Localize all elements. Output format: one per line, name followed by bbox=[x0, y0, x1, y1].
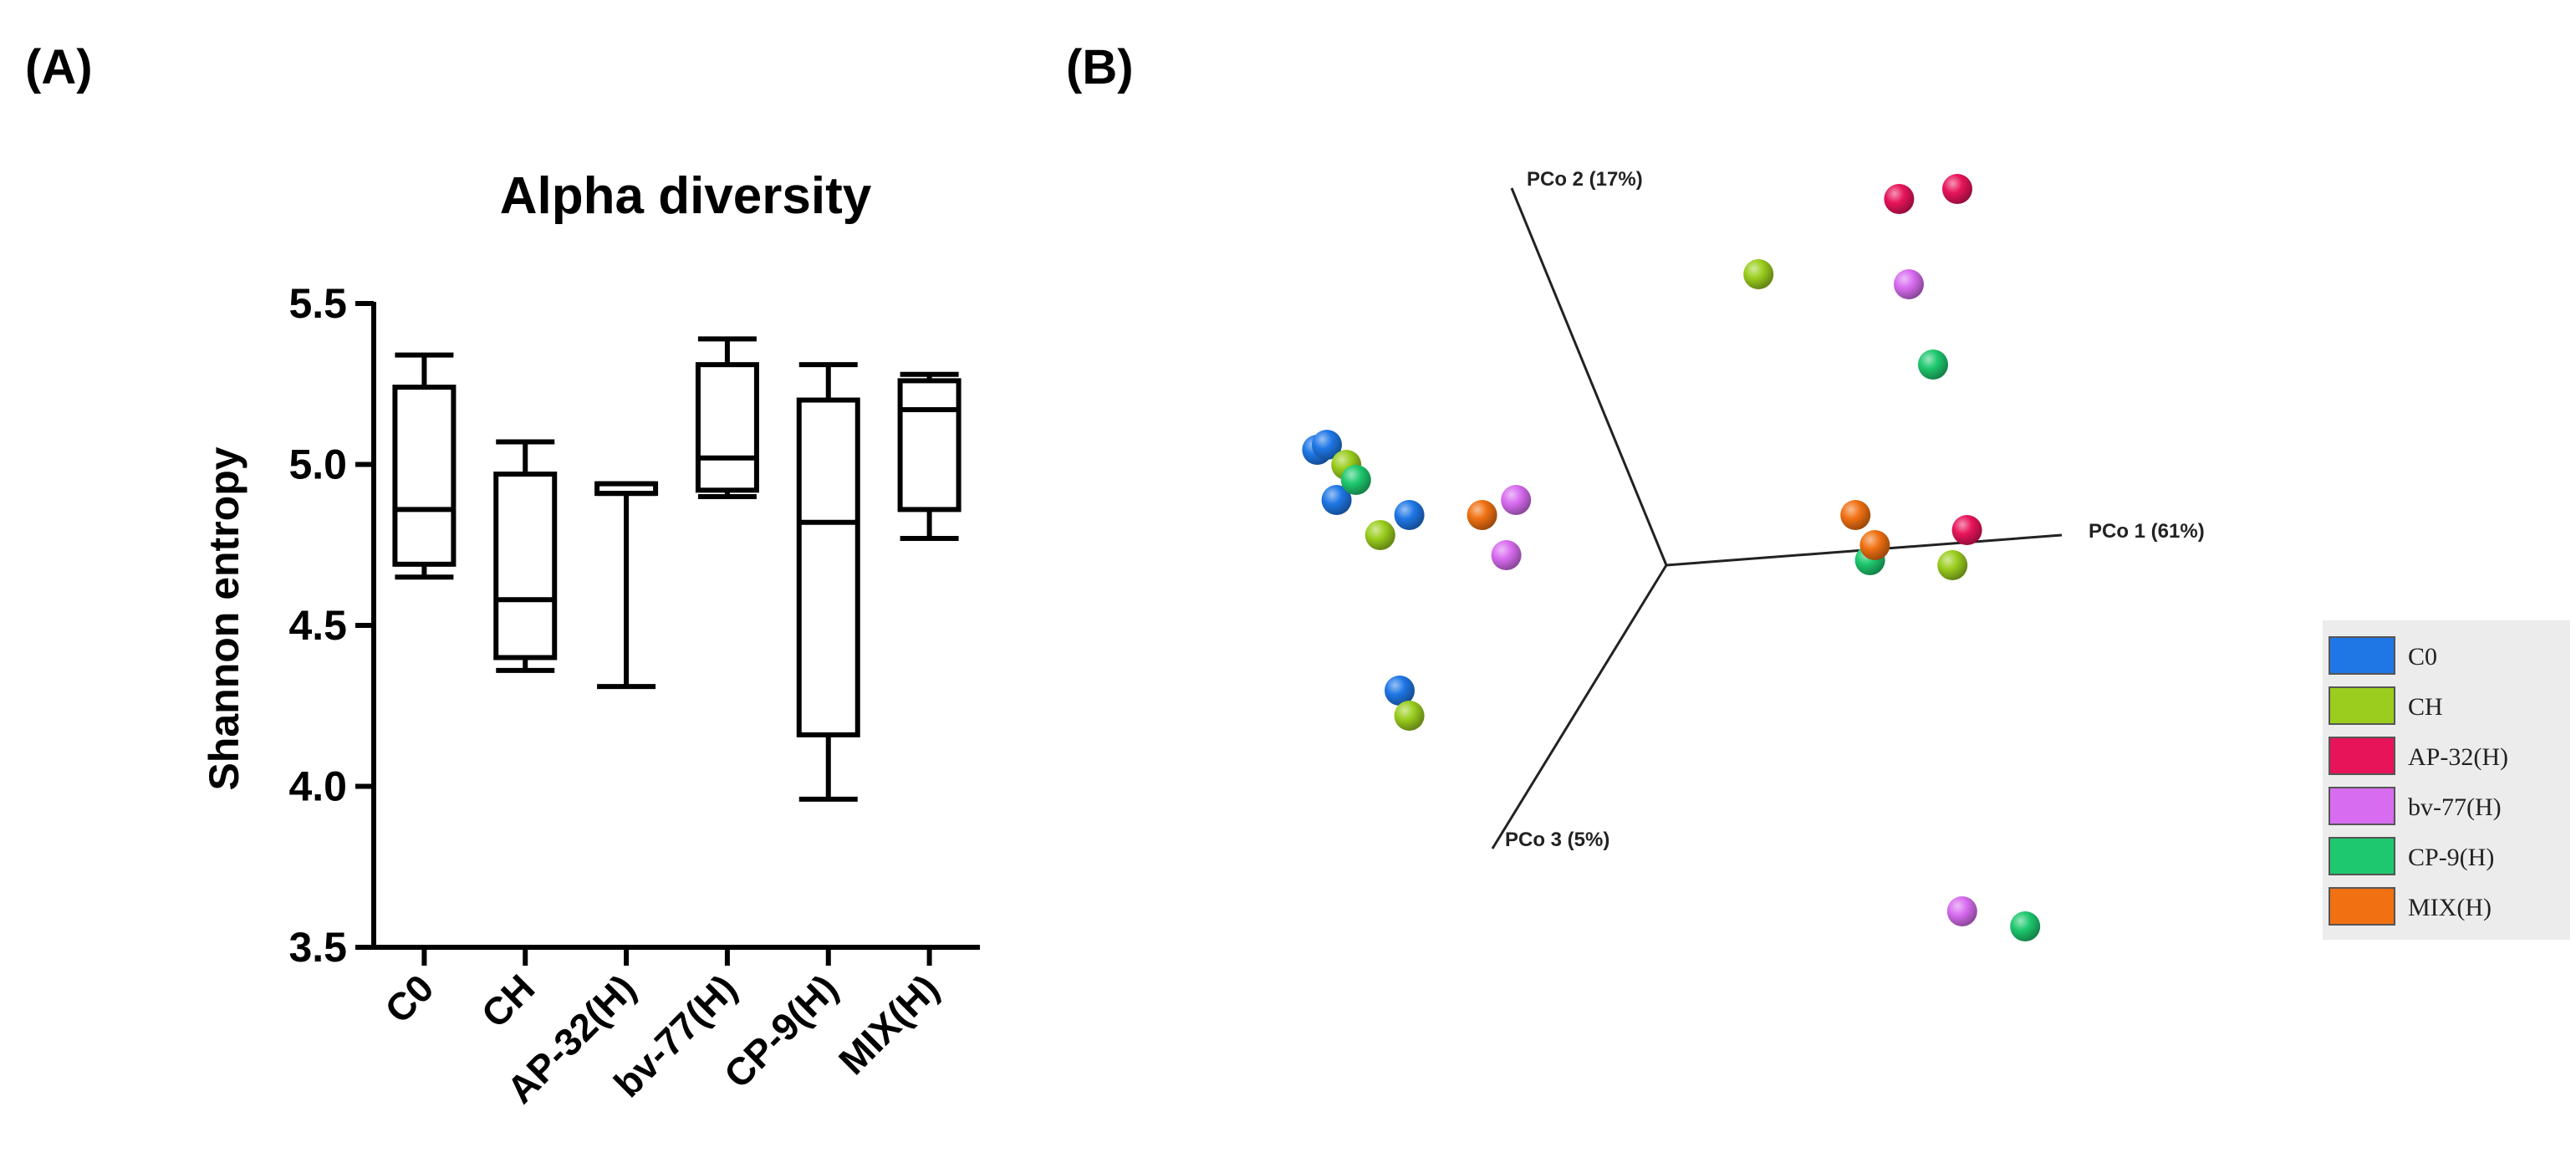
box-ap-32-h bbox=[594, 481, 659, 690]
legend: C0 CH AP-32(H) bv-77(H) CP-9(H) MIX(H) bbox=[2323, 620, 2570, 940]
pco2-axis-label: PCo 2 (17%) bbox=[1527, 168, 1643, 191]
point-mix-h bbox=[1467, 500, 1497, 530]
iqr-box bbox=[695, 362, 759, 493]
x-tick-label: MIX(H) bbox=[830, 966, 947, 1083]
y-tick-label: 3.5 bbox=[288, 924, 347, 971]
point-bv-77-h bbox=[1946, 896, 1977, 926]
box-bv-77-h bbox=[695, 336, 759, 499]
box-cp-9-h bbox=[796, 362, 860, 802]
iqr-box bbox=[493, 472, 558, 661]
point-cp-9-h bbox=[1918, 349, 1948, 380]
y-tick-label: 5.0 bbox=[288, 441, 347, 488]
point-ch bbox=[1937, 550, 1968, 580]
box-plot-y-axis-label: Shannon entropy bbox=[201, 446, 247, 790]
legend-label-bv-77-h: bv-77(H) bbox=[2408, 793, 2502, 821]
y-tick-label: 4.0 bbox=[288, 763, 347, 810]
iqr-box bbox=[897, 378, 962, 513]
point-c0 bbox=[1312, 430, 1342, 460]
legend-swatch-ch bbox=[2329, 686, 2395, 725]
point-ch bbox=[1743, 259, 1774, 289]
iqr-box bbox=[392, 385, 457, 567]
point-ap-32-h bbox=[1951, 515, 1982, 545]
point-c0 bbox=[1321, 485, 1352, 515]
legend-swatch-c0 bbox=[2329, 636, 2395, 675]
legend-label-c0: C0 bbox=[2408, 643, 2437, 671]
legend-label-ch: CH bbox=[2408, 693, 2443, 721]
x-tick-label: C0 bbox=[376, 966, 441, 1031]
point-bv-77-h bbox=[1491, 540, 1522, 570]
iqr-box bbox=[796, 397, 860, 737]
box-ch bbox=[493, 439, 558, 673]
legend-label-ap-32-h: AP-32(H) bbox=[2408, 743, 2508, 771]
point-bv-77-h bbox=[1894, 269, 1924, 299]
pco3-axis bbox=[1491, 564, 1668, 849]
point-ch bbox=[1365, 520, 1395, 550]
legend-swatch-ap-32-h bbox=[2329, 737, 2395, 775]
point-c0 bbox=[1394, 500, 1425, 530]
pco3-axis-label: PCo 3 (5%) bbox=[1505, 829, 1609, 851]
y-tick-label: 4.5 bbox=[288, 602, 347, 649]
legend-label-cp-9-h: CP-9(H) bbox=[2408, 844, 2494, 871]
x-tick-label: CP-9(H) bbox=[716, 966, 846, 1096]
point-cp-9-h bbox=[2010, 911, 2041, 941]
point-mix-h bbox=[1859, 530, 1890, 560]
legend-swatch-cp-9-h bbox=[2329, 837, 2395, 875]
x-tick-label: CH bbox=[473, 966, 543, 1036]
box-plot: Alpha diversity Shannon entropy 3.5 4.0 4.… bbox=[201, 167, 980, 1111]
legend-label-mix-h: MIX(H) bbox=[2408, 894, 2492, 921]
point-cp-9-h bbox=[1340, 465, 1371, 495]
pco1-axis-label: PCo 1 (61%) bbox=[2089, 520, 2205, 543]
pco2-axis bbox=[1510, 187, 1668, 566]
point-bv-77-h bbox=[1501, 485, 1532, 515]
box-c0 bbox=[392, 352, 457, 580]
point-c0 bbox=[1385, 676, 1415, 706]
pcoa-plot: PCo 1 (61%) PCo 2 (17%) PCo 3 (5%) C0 CH A… bbox=[1302, 168, 2570, 941]
legend-swatch-mix-h bbox=[2329, 887, 2395, 926]
panel-a-label: (A) bbox=[25, 40, 93, 94]
panel-b-label: (B) bbox=[1066, 40, 1134, 94]
point-mix-h bbox=[1840, 500, 1871, 530]
box-mix-h bbox=[897, 371, 962, 542]
point-ap-32-h bbox=[1884, 184, 1915, 214]
point-ap-32-h bbox=[1942, 174, 1972, 204]
y-tick-label: 5.5 bbox=[288, 280, 347, 327]
box-plot-title: Alpha diversity bbox=[500, 167, 872, 225]
legend-swatch-bv-77-h bbox=[2329, 787, 2395, 825]
point-ch bbox=[1394, 701, 1425, 731]
